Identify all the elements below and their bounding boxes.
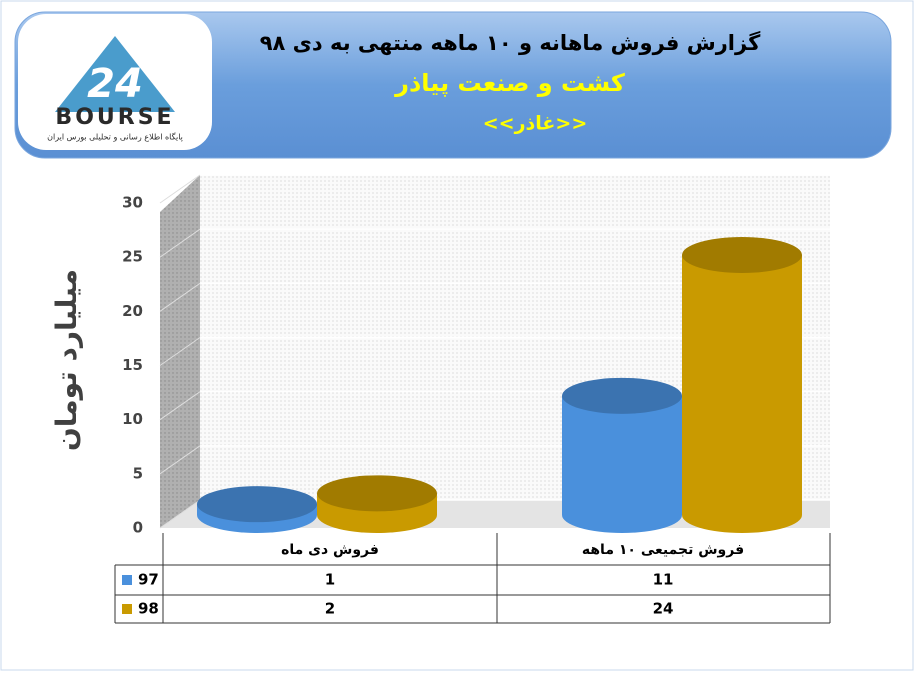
bar (682, 255, 802, 533)
chart-symbol: <<غاذر>> (483, 113, 588, 135)
table-value: 1 (325, 571, 335, 589)
side-grid-line (159, 337, 201, 366)
bar-top (562, 377, 682, 414)
y-tick-label: 0 (133, 519, 143, 537)
side-grid-line (159, 282, 201, 312)
chart-subtitle: کشت و صنعت پیاذر (394, 69, 625, 97)
y-tick-label: 5 (133, 464, 143, 482)
side-grid-line (159, 228, 201, 258)
side-grid-line (159, 391, 201, 421)
legend-label: 97 (138, 571, 159, 589)
table-value: 11 (653, 571, 674, 589)
y-axis-title: میلیارد تومان (50, 269, 83, 451)
legend-swatch (122, 575, 132, 585)
side-grid-line (159, 445, 201, 475)
header (14, 11, 892, 159)
y-tick-label: 25 (122, 248, 143, 266)
y-tick-label: 10 (122, 410, 143, 428)
y-tick-label: 20 (122, 302, 143, 320)
data-table (114, 533, 831, 624)
side-grid-line (159, 174, 201, 204)
legend-label: 98 (138, 600, 159, 618)
bar-top (682, 237, 802, 273)
bar-top (197, 486, 317, 523)
logo-tagline: پایگاه اطلاع رسانی و تحلیلی بورس ایران (47, 132, 183, 142)
category-label: فروش تجمیعی ۱۰ ماهه (582, 542, 744, 558)
y-tick-label: 30 (122, 194, 143, 212)
chart-title: گزارش فروش ماهانه و ۱۰ ماهه منتهی به دی … (260, 30, 761, 55)
table-value: 24 (653, 600, 674, 618)
bar (562, 395, 682, 533)
table-value: 2 (325, 600, 335, 618)
logo-mark: 24 (87, 61, 143, 107)
bar-top (317, 475, 437, 512)
logo-shape (55, 36, 175, 112)
logo-name: BOURSE (55, 105, 174, 130)
plot: 0 5 10 15 20 25 30 فروش دی ماه فروش تجمیعی ۱۰ ما… (122, 174, 830, 618)
category-label: فروش دی ماه (281, 542, 379, 558)
legend-swatch (122, 604, 132, 614)
y-tick-label: 15 (122, 356, 143, 374)
side-grid-line (159, 499, 201, 529)
